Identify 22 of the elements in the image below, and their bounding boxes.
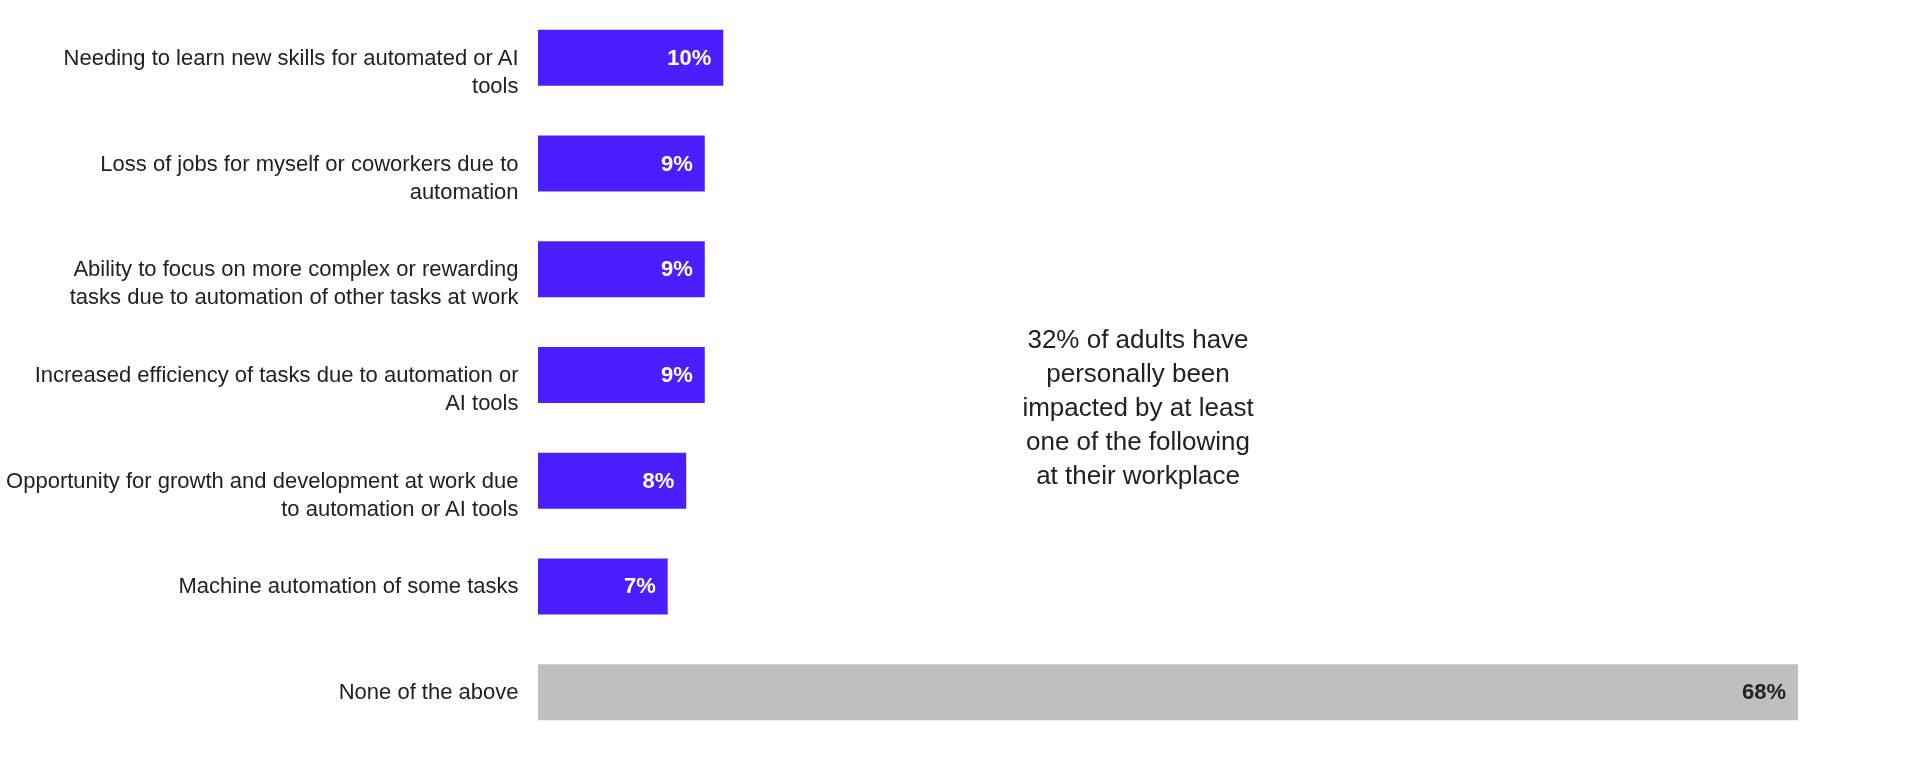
bar	[538, 664, 1798, 721]
data-label: 8%	[642, 467, 675, 493]
annotation: 32% of adults have personally been impacted by at least one of the following at their workplace	[1022, 324, 1255, 490]
y-tick-label: Machine automation of some tasks	[178, 573, 519, 599]
data-label: 68%	[1741, 679, 1786, 705]
bar	[538, 347, 705, 403]
y-tick-label: Increased efficiency of tasks due to automation or AI tools	[34, 362, 519, 415]
bar	[538, 452, 687, 509]
y-tick-label: Ability to focus on more complex or rewarding tasks due to automation of other tasks at work	[69, 256, 520, 310]
bar	[538, 241, 705, 298]
data-label: 9%	[660, 362, 693, 387]
y-tick-label: Needing to learn new skills for automated or AI tools	[63, 44, 519, 98]
data-label: 9%	[660, 256, 693, 282]
y-tick-label: None of the above	[338, 679, 519, 705]
data-label: 9%	[660, 150, 693, 176]
bar	[538, 135, 705, 192]
y-tick-label: Loss of jobs for myself or coworkers due to automation	[100, 150, 519, 204]
y-tick-label: Opportunity for growth and development at work due to automation or AI tools	[6, 467, 519, 521]
data-label: 7%	[623, 573, 656, 599]
bar	[538, 29, 724, 86]
data-label: 10%	[667, 44, 712, 70]
bar	[538, 558, 668, 615]
